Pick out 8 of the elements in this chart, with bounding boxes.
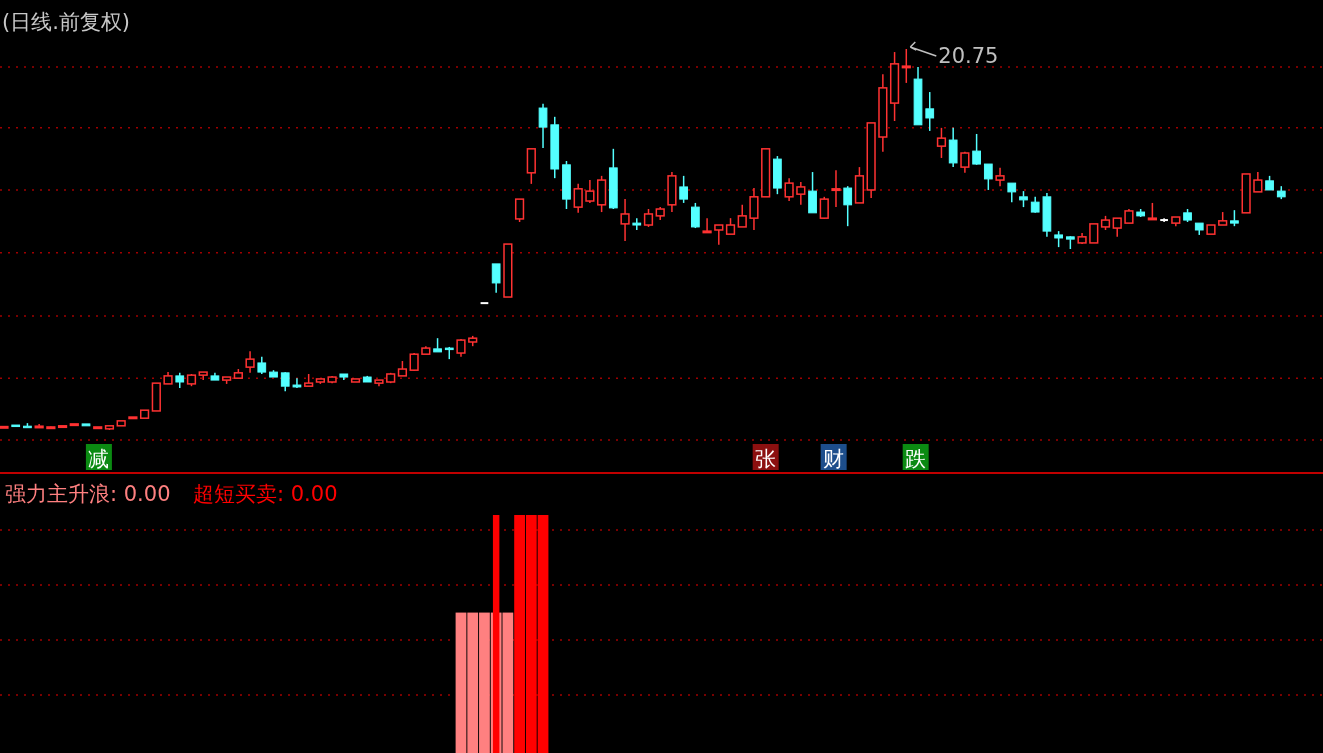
text: 张 bbox=[755, 447, 777, 471]
text: 跌 bbox=[905, 447, 927, 471]
chart-title: (日线.前复权) bbox=[2, 10, 131, 34]
annotation: 20.75 bbox=[938, 44, 999, 68]
text: 超短买卖: 0.00 bbox=[193, 482, 338, 506]
text: 强力主升浪: 0.00 bbox=[5, 482, 171, 506]
text: 财 bbox=[823, 447, 845, 471]
text: 减 bbox=[88, 447, 110, 471]
